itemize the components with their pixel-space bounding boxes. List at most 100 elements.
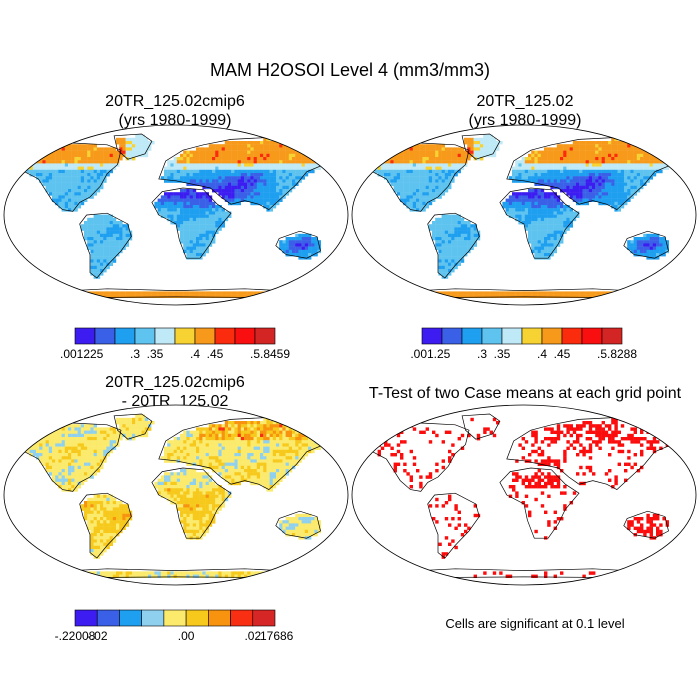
grid-cell [218, 160, 222, 164]
grid-cell [183, 176, 187, 180]
grid-cell [330, 433, 334, 438]
grid-cell [48, 456, 53, 460]
grid-cell [199, 169, 203, 174]
grid-cell [412, 176, 417, 180]
grid-cell [109, 430, 113, 434]
grid-cell [279, 179, 283, 183]
grid-cell [221, 440, 225, 444]
grid-cell [170, 195, 174, 199]
grid-cell [170, 221, 174, 225]
grid-cell [180, 446, 184, 450]
grid-cell [537, 291, 541, 295]
grid-cell [566, 153, 570, 158]
grid-cell [176, 224, 181, 228]
grid-cell [276, 150, 280, 154]
grid-cell [103, 433, 107, 438]
grid-cell [441, 153, 445, 158]
grid-cell [659, 160, 663, 164]
grid-cell [419, 201, 423, 206]
grid-cell [215, 446, 219, 450]
grid-cell [212, 179, 216, 183]
grid-cell [598, 192, 602, 196]
grid-cell [582, 198, 586, 202]
grid-cell [244, 437, 248, 441]
grid-cell [633, 179, 637, 183]
grid-cell [87, 456, 91, 460]
grid-cell [553, 237, 557, 241]
grid-cell [579, 160, 583, 164]
grid-cell [620, 192, 625, 196]
grid-cell [36, 449, 40, 454]
grid-cell [540, 291, 545, 295]
grid-cell [534, 179, 538, 183]
grid-cell [633, 189, 637, 193]
grid-cell [183, 224, 187, 228]
grid-cell [202, 208, 206, 212]
grid-cell [288, 421, 293, 425]
grid-cell [106, 221, 110, 225]
grid-cell [416, 179, 420, 183]
grid-cell [598, 147, 602, 151]
grid-cell [403, 185, 407, 190]
grid-cell [608, 173, 612, 177]
grid-cell [524, 205, 529, 209]
grid-cell [196, 192, 200, 196]
grid-cell [90, 291, 94, 295]
grid-cell [665, 150, 669, 154]
grid-cell [103, 230, 107, 234]
grid-cell [432, 237, 436, 241]
grid-cell [247, 443, 251, 447]
grid-cell [617, 144, 621, 148]
grid-cell [52, 179, 56, 183]
grid-cell [617, 198, 621, 202]
grid-cell [298, 169, 302, 174]
grid-cell [77, 192, 81, 196]
grid-cell [540, 169, 545, 174]
grid-cell [112, 237, 117, 241]
grid-cell [483, 291, 487, 295]
grid-cell [547, 160, 551, 164]
grid-cell [192, 243, 197, 247]
grid-cell [196, 150, 200, 154]
grid-cell [253, 141, 257, 145]
grid-cell [656, 243, 660, 247]
grid-cell [311, 246, 315, 250]
grid-cell [630, 291, 634, 295]
grid-cell [540, 179, 545, 183]
grid-cell [260, 456, 264, 460]
grid-cell [189, 443, 193, 447]
grid-cell [244, 173, 248, 177]
grid-cell [196, 294, 200, 298]
grid-cell [240, 433, 245, 438]
grid-cell [646, 173, 650, 177]
grid-cell [212, 160, 216, 164]
grid-cell [48, 169, 53, 174]
grid-cell [531, 150, 535, 154]
grid-cell [237, 153, 241, 158]
grid-cell [100, 217, 104, 222]
grid-cell [595, 166, 599, 170]
grid-cell [547, 237, 551, 241]
grid-cell [77, 150, 81, 154]
grid-cell [90, 243, 94, 247]
grid-cell [544, 205, 548, 209]
grid-cell [180, 208, 184, 212]
grid-cell [553, 176, 557, 180]
grid-cell [604, 201, 609, 206]
grid-cell [199, 294, 203, 298]
grid-cell [93, 192, 97, 196]
grid-cell [253, 157, 257, 161]
grid-cell [515, 176, 519, 180]
grid-cell [106, 214, 110, 218]
grid-cell [215, 179, 219, 183]
grid-cell [237, 169, 241, 174]
grid-cell [301, 424, 305, 428]
grid-cell [553, 153, 557, 158]
grid-cell [39, 150, 43, 154]
grid-cell [473, 227, 477, 231]
grid-cell [295, 449, 299, 454]
grid-cell [276, 160, 280, 164]
grid-cell [266, 421, 270, 425]
grid-cell [444, 217, 449, 222]
grid-cell [416, 163, 420, 167]
